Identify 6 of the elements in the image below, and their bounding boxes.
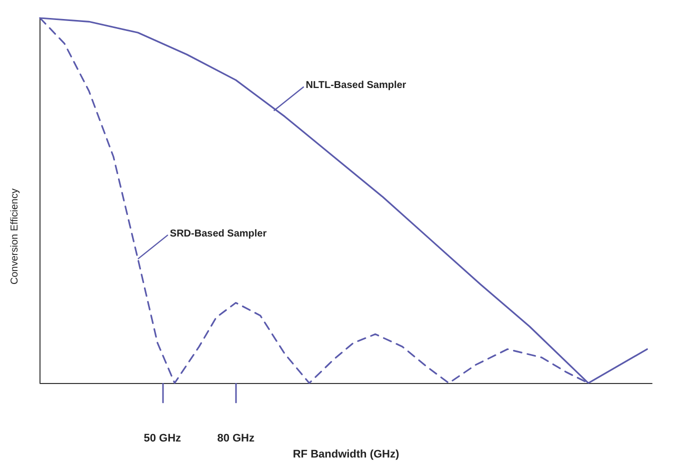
x-tick-label: 50 GHz	[144, 432, 182, 445]
annotation: SRD-Based Sampler	[170, 228, 267, 240]
y-axis-title: Conversion Efficiency	[10, 188, 20, 284]
annotation: NLTL-Based Sampler	[306, 80, 406, 92]
x-axis-title: RF Bandwidth (GHz)	[292, 448, 400, 460]
x-tick-label: 80 GHz	[217, 432, 255, 445]
